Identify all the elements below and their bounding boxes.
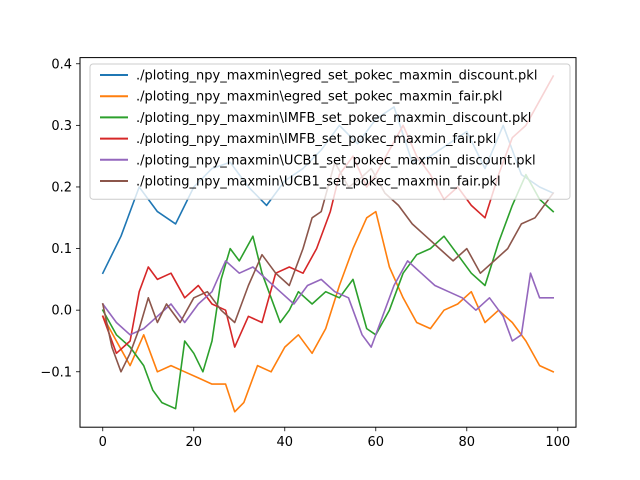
legend-frame xyxy=(89,63,571,200)
y-tick-label: 0.4 xyxy=(51,57,72,72)
legend-label: ./ploting_npy_maxmin\egred_set_pokec_max… xyxy=(136,90,502,105)
x-tick-label: 60 xyxy=(368,435,385,450)
series-line-3 xyxy=(101,173,555,410)
legend-label: ./ploting_npy_maxmin\IMFB_set_pokec_maxm… xyxy=(136,132,496,147)
y-tick-label: −0.1 xyxy=(40,365,72,380)
x-tick-label: 40 xyxy=(276,435,293,450)
legend: ./ploting_npy_maxmin\egred_set_pokec_max… xyxy=(89,63,571,200)
y-tick-label: 0.1 xyxy=(51,242,72,257)
y-tick-label: 0.2 xyxy=(51,180,72,195)
series-line-4 xyxy=(101,75,555,355)
x-tick-label: 100 xyxy=(545,435,570,450)
y-tick-label: 0.3 xyxy=(51,119,72,134)
x-axis: 0 20 40 60 80 100 xyxy=(99,427,570,450)
legend-label: ./ploting_npy_maxmin\egred_set_pokec_max… xyxy=(136,69,537,84)
series-line-6 xyxy=(101,161,555,373)
legend-label: ./ploting_npy_maxmin\UCB1_set_pokec_maxm… xyxy=(136,153,536,168)
y-tick-label: 0.0 xyxy=(51,304,72,319)
x-tick-label: 20 xyxy=(185,435,202,450)
plot-frame xyxy=(79,57,577,428)
legend-label: ./ploting_npy_maxmin\IMFB_set_pokec_maxm… xyxy=(136,111,531,126)
legend-label: ./ploting_npy_maxmin\UCB1_set_pokec_maxm… xyxy=(136,175,501,190)
y-axis: −0.1 0.0 0.1 0.2 0.3 0.4 xyxy=(40,57,80,380)
x-tick-label: 80 xyxy=(459,435,476,450)
x-tick-label: 0 xyxy=(99,435,107,450)
